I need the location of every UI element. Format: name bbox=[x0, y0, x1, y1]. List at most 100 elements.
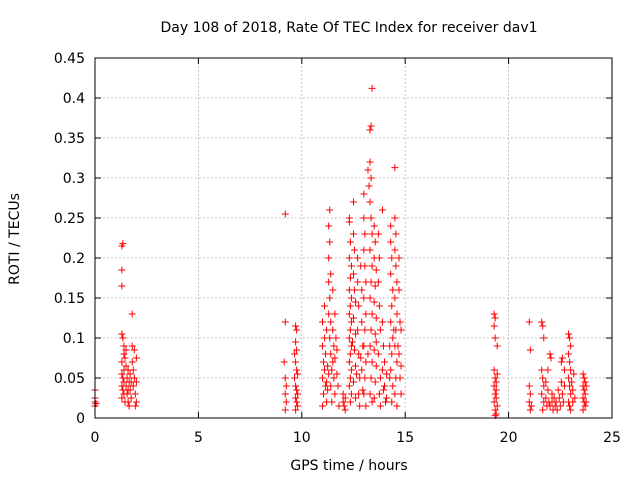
data-point bbox=[379, 342, 387, 350]
data-point bbox=[366, 158, 374, 166]
data-point bbox=[329, 286, 337, 294]
data-point bbox=[350, 270, 357, 278]
data-point bbox=[361, 374, 369, 382]
data-point bbox=[327, 350, 335, 358]
data-point bbox=[383, 394, 391, 402]
data-point bbox=[365, 182, 373, 190]
data-point bbox=[580, 374, 588, 382]
data-point bbox=[346, 374, 354, 382]
data-point bbox=[346, 238, 354, 246]
data-point bbox=[370, 298, 378, 306]
y-tick-label: 0.2 bbox=[63, 251, 85, 267]
data-point bbox=[395, 350, 403, 358]
data-point bbox=[382, 398, 390, 406]
data-point bbox=[539, 406, 547, 414]
data-point bbox=[293, 326, 301, 334]
data-point bbox=[92, 400, 100, 408]
data-point bbox=[291, 374, 299, 382]
data-point bbox=[360, 294, 368, 302]
data-point bbox=[568, 378, 576, 386]
data-point bbox=[538, 390, 546, 398]
data-point bbox=[570, 370, 578, 378]
data-point bbox=[492, 386, 500, 394]
data-point bbox=[381, 382, 389, 390]
data-point bbox=[293, 366, 301, 374]
data-point bbox=[347, 342, 355, 350]
data-point bbox=[353, 370, 361, 378]
data-point bbox=[361, 230, 369, 238]
data-point bbox=[527, 402, 535, 410]
data-point bbox=[320, 358, 328, 366]
data-point bbox=[281, 374, 289, 382]
data-point bbox=[348, 338, 356, 346]
data-point bbox=[491, 390, 499, 398]
data-point bbox=[329, 358, 337, 366]
data-point bbox=[332, 334, 340, 342]
data-point bbox=[121, 354, 129, 362]
data-point bbox=[118, 358, 126, 366]
data-point bbox=[378, 206, 386, 214]
data-point bbox=[490, 322, 498, 330]
data-point bbox=[381, 358, 389, 366]
data-point bbox=[345, 334, 353, 342]
data-point bbox=[350, 198, 357, 206]
data-point bbox=[367, 174, 375, 182]
data-point bbox=[567, 366, 575, 374]
data-point bbox=[526, 346, 534, 354]
data-point bbox=[352, 362, 360, 370]
data-point bbox=[318, 318, 326, 326]
x-tick-label: 15 bbox=[396, 430, 414, 446]
data-point bbox=[387, 366, 395, 374]
data-point bbox=[397, 362, 405, 370]
y-tick-label: 0.4 bbox=[63, 91, 85, 107]
data-point bbox=[350, 230, 357, 238]
data-point bbox=[293, 346, 301, 354]
x-tick-label: 20 bbox=[500, 430, 518, 446]
data-point bbox=[130, 346, 138, 354]
data-point bbox=[376, 374, 384, 382]
data-point bbox=[376, 326, 384, 334]
data-point bbox=[359, 386, 367, 394]
data-point bbox=[383, 370, 391, 378]
data-point bbox=[389, 334, 397, 342]
data-point bbox=[493, 342, 501, 350]
x-tick-label: 10 bbox=[293, 430, 311, 446]
data-point bbox=[490, 310, 498, 318]
data-point bbox=[325, 310, 333, 318]
data-point bbox=[372, 338, 380, 346]
data-point bbox=[345, 214, 353, 222]
data-point bbox=[493, 370, 501, 378]
data-point bbox=[346, 326, 354, 334]
plot-frame bbox=[94, 57, 613, 419]
data-point bbox=[539, 322, 547, 330]
data-point bbox=[118, 330, 126, 338]
data-point bbox=[546, 350, 554, 358]
data-point bbox=[282, 382, 290, 390]
data-point bbox=[281, 390, 289, 398]
data-point bbox=[360, 390, 368, 398]
data-point bbox=[129, 366, 137, 374]
data-point bbox=[538, 318, 546, 326]
data-point bbox=[492, 394, 500, 402]
data-point bbox=[542, 394, 550, 402]
data-point bbox=[553, 406, 561, 414]
data-point bbox=[370, 394, 378, 402]
x-tick-label: 5 bbox=[194, 430, 203, 446]
data-point bbox=[118, 370, 126, 378]
data-point bbox=[118, 282, 126, 290]
data-point bbox=[351, 246, 359, 254]
data-point bbox=[368, 398, 376, 406]
data-point bbox=[131, 390, 139, 398]
data-point bbox=[555, 394, 563, 402]
data-point bbox=[291, 350, 299, 358]
y-tick-label: 0.1 bbox=[63, 331, 85, 347]
data-point bbox=[293, 398, 301, 406]
data-point bbox=[360, 214, 368, 222]
data-point bbox=[386, 342, 394, 350]
data-point bbox=[567, 390, 575, 398]
data-point bbox=[125, 402, 133, 410]
data-point bbox=[280, 358, 288, 366]
data-point bbox=[544, 386, 552, 394]
data-point bbox=[526, 406, 534, 414]
data-point bbox=[554, 386, 562, 394]
